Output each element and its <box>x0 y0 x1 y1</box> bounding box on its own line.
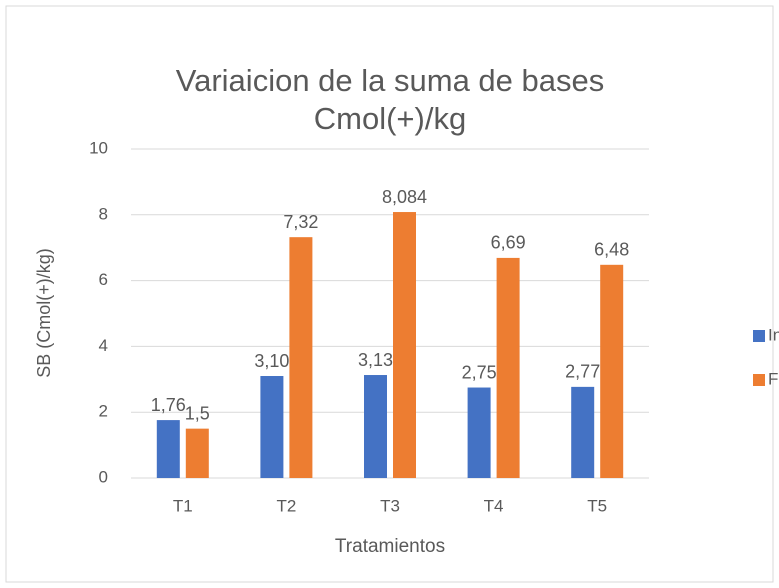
bar <box>600 264 624 478</box>
data-label: 1,76 <box>151 395 186 415</box>
data-label: 3,13 <box>358 350 393 370</box>
chart-title: Variaicion de la suma de bases Cmol(+)/k… <box>175 63 605 136</box>
data-label: 6,48 <box>594 240 629 260</box>
y-axis-label: SB (Cmol(+)/kg) <box>34 248 54 378</box>
y-tick-label: 0 <box>99 467 108 486</box>
bar <box>260 376 284 478</box>
x-tick-label: T2 <box>276 496 296 515</box>
data-label: 3,10 <box>254 351 289 371</box>
bar <box>156 420 180 478</box>
y-tick-label: 6 <box>99 270 108 289</box>
x-tick-label: T4 <box>484 496 504 515</box>
bar <box>467 387 491 478</box>
y-tick-label: 10 <box>89 138 108 157</box>
bar <box>496 257 520 478</box>
bar <box>289 237 313 478</box>
chart-border <box>5 5 774 583</box>
bar <box>393 212 416 478</box>
data-label: 8,084 <box>382 187 427 207</box>
y-tick-label: 8 <box>99 204 108 223</box>
x-tick-label: T5 <box>587 496 607 515</box>
bar <box>185 428 209 478</box>
bar <box>571 386 595 478</box>
data-label: 1,5 <box>185 403 210 423</box>
legend-label: Inicial <box>768 325 779 344</box>
data-label: 2,75 <box>462 362 497 382</box>
legend-swatch <box>753 374 765 386</box>
x-tick-label: T1 <box>173 496 193 515</box>
legend-swatch <box>753 330 765 342</box>
y-tick-label: 2 <box>99 402 108 421</box>
x-tick-label: T3 <box>380 496 400 515</box>
legend-label: Final <box>768 369 779 388</box>
bar <box>364 375 387 478</box>
data-label: 6,69 <box>491 233 526 253</box>
data-label: 2,77 <box>565 362 600 382</box>
y-tick-label: 4 <box>99 336 108 355</box>
data-label: 7,32 <box>283 212 318 232</box>
x-axis-label: Tratamientos <box>335 536 445 557</box>
